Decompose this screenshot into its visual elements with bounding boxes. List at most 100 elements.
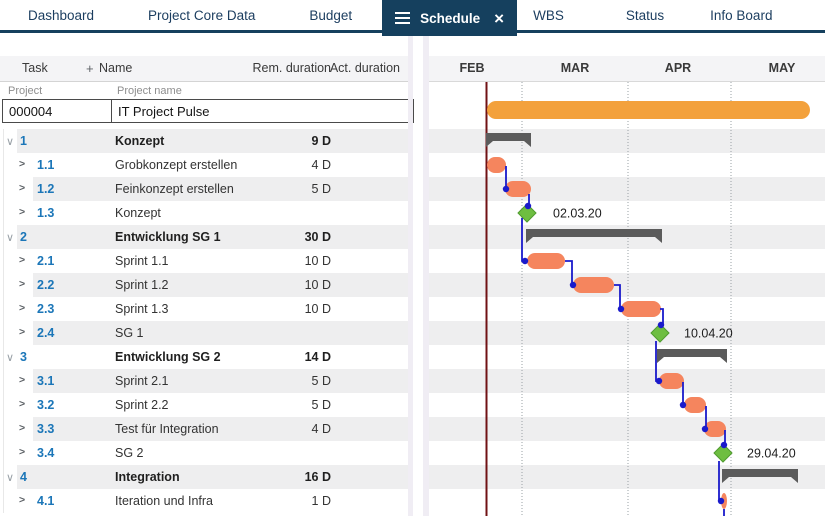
- link-node-dot: [569, 281, 577, 289]
- column-header-rem-duration[interactable]: Rem. duration: [252, 61, 331, 75]
- gantt-pane: FEB MAR APR MAY 02.03.20 10.04.20 29.04.20: [429, 36, 825, 516]
- task-bar[interactable]: [573, 277, 614, 293]
- table-header: Task + Name Rem. duration Act. duration: [0, 56, 408, 82]
- chevron-right-icon[interactable]: >: [19, 302, 26, 314]
- task-name: Grobkonzept erstellen: [115, 158, 238, 172]
- tab-info-board[interactable]: Info Board: [710, 7, 773, 23]
- chevron-right-icon[interactable]: >: [19, 206, 26, 218]
- chevron-down-icon[interactable]: ∨: [6, 136, 15, 148]
- pane-splitter[interactable]: [408, 36, 413, 516]
- project-filter-row: 000004 IT Project Pulse: [2, 99, 414, 123]
- dependency-link: [660, 308, 664, 324]
- task-row[interactable]: >2.4 SG 1: [0, 321, 408, 345]
- task-number: 2: [20, 230, 27, 244]
- chevron-right-icon[interactable]: >: [19, 494, 26, 506]
- task-row[interactable]: >3.2 Sprint 2.2 5 D: [0, 393, 408, 417]
- task-rem-duration: 5 D: [311, 374, 331, 388]
- row-stripe: [429, 369, 825, 393]
- tab-schedule[interactable]: Schedule ×: [382, 0, 518, 36]
- summary-bar[interactable]: [722, 469, 798, 483]
- task-number: 1: [20, 134, 27, 148]
- task-rem-duration: 10 D: [304, 302, 331, 316]
- task-bar[interactable]: [505, 181, 531, 197]
- task-name: Entwicklung SG 1: [115, 230, 221, 244]
- task-row[interactable]: ∨ 2 Entwicklung SG 1 30 D: [0, 225, 408, 249]
- milestone-diamond[interactable]: [517, 203, 537, 223]
- task-row[interactable]: ∨ 1 Konzept 9 D: [0, 129, 408, 153]
- task-bar[interactable]: [659, 373, 684, 389]
- task-name: Iteration und Infra: [115, 494, 213, 508]
- chevron-right-icon[interactable]: >: [19, 326, 26, 338]
- tab-status[interactable]: Status: [625, 7, 665, 23]
- column-header-act-duration[interactable]: Act. duration: [329, 61, 400, 75]
- project-summary-bar[interactable]: [487, 101, 810, 119]
- project-name-label: Project name: [117, 85, 182, 97]
- add-column-icon[interactable]: +: [86, 61, 94, 76]
- task-row[interactable]: >1.1 Grobkonzept erstellen 4 D: [0, 153, 408, 177]
- tab-wbs[interactable]: WBS: [533, 7, 564, 23]
- task-bar[interactable]: [527, 253, 565, 269]
- summary-bar[interactable]: [526, 229, 662, 243]
- task-row[interactable]: >2.3 Sprint 1.3 10 D: [0, 297, 408, 321]
- chevron-right-icon[interactable]: >: [19, 278, 26, 290]
- project-filter-labels: Project Project name: [0, 85, 408, 99]
- task-rem-duration: 10 D: [304, 254, 331, 268]
- task-rem-duration: 5 D: [311, 182, 331, 196]
- tab-budget[interactable]: Budget: [309, 7, 353, 23]
- task-rem-duration: 1 D: [311, 494, 331, 508]
- task-row[interactable]: >3.1 Sprint 2.1 5 D: [0, 369, 408, 393]
- chevron-right-icon[interactable]: >: [19, 182, 26, 194]
- column-header-task[interactable]: Task: [22, 61, 48, 75]
- tab-schedule-label: Schedule: [420, 10, 481, 26]
- chevron-down-icon[interactable]: ∨: [6, 472, 15, 484]
- chevron-right-icon[interactable]: >: [19, 254, 26, 266]
- pane-splitter[interactable]: [423, 36, 429, 516]
- month-label: APR: [664, 61, 692, 75]
- task-rem-duration: 30 D: [304, 230, 331, 244]
- row-stripe: [33, 417, 408, 441]
- task-number: 1.2: [37, 182, 55, 196]
- project-id-field[interactable]: 000004: [9, 104, 53, 119]
- task-rem-duration: 14 D: [304, 350, 331, 364]
- summary-bar[interactable]: [486, 133, 531, 147]
- task-number: 1.1: [37, 158, 55, 172]
- task-bar[interactable]: [621, 301, 661, 317]
- task-row[interactable]: >1.3 Konzept: [0, 201, 408, 225]
- task-row[interactable]: ∨ 4 Integration 16 D: [0, 465, 408, 489]
- project-name-field[interactable]: IT Project Pulse: [111, 100, 413, 122]
- task-row[interactable]: >2.2 Sprint 1.2 10 D: [0, 273, 408, 297]
- task-row[interactable]: >1.2 Feinkonzept erstellen 5 D: [0, 177, 408, 201]
- task-row[interactable]: >2.1 Sprint 1.1 10 D: [0, 249, 408, 273]
- chevron-down-icon[interactable]: ∨: [6, 232, 15, 244]
- chevron-right-icon[interactable]: >: [19, 446, 26, 458]
- milestone-date-label: 29.04.20: [747, 447, 796, 461]
- chevron-down-icon[interactable]: ∨: [6, 352, 15, 364]
- task-bar[interactable]: [684, 397, 706, 413]
- task-row[interactable]: >4.1 Iteration und Infra 1 D: [0, 489, 408, 513]
- chevron-right-icon[interactable]: >: [19, 158, 26, 170]
- task-name: Konzept: [115, 206, 161, 220]
- milestone-diamond[interactable]: [713, 443, 733, 463]
- task-bar[interactable]: [487, 157, 506, 173]
- menu-icon[interactable]: [395, 12, 411, 24]
- link-node-dot: [524, 202, 532, 210]
- task-number: 3.4: [37, 446, 55, 460]
- chevron-right-icon[interactable]: >: [19, 374, 26, 386]
- task-name: Konzept: [115, 134, 165, 148]
- chevron-right-icon[interactable]: >: [19, 422, 26, 434]
- row-stripe: [17, 465, 408, 489]
- task-row[interactable]: >3.3 Test für Integration 4 D: [0, 417, 408, 441]
- task-table-pane: Task + Name Rem. duration Act. duration …: [0, 36, 414, 516]
- chevron-right-icon[interactable]: >: [19, 398, 26, 410]
- close-icon[interactable]: ×: [494, 8, 505, 28]
- column-header-name[interactable]: Name: [99, 61, 133, 75]
- task-name: Feinkonzept erstellen: [115, 182, 234, 196]
- task-row[interactable]: >3.4 SG 2: [0, 441, 408, 465]
- milestone-diamond[interactable]: [650, 323, 670, 343]
- tab-project-core-data[interactable]: Project Core Data: [148, 7, 256, 23]
- task-bar[interactable]: [704, 421, 726, 437]
- task-row[interactable]: ∨ 3 Entwicklung SG 2 14 D: [0, 345, 408, 369]
- summary-bar[interactable]: [657, 349, 727, 363]
- tab-dashboard[interactable]: Dashboard: [28, 7, 95, 23]
- link-node-dot: [655, 377, 663, 385]
